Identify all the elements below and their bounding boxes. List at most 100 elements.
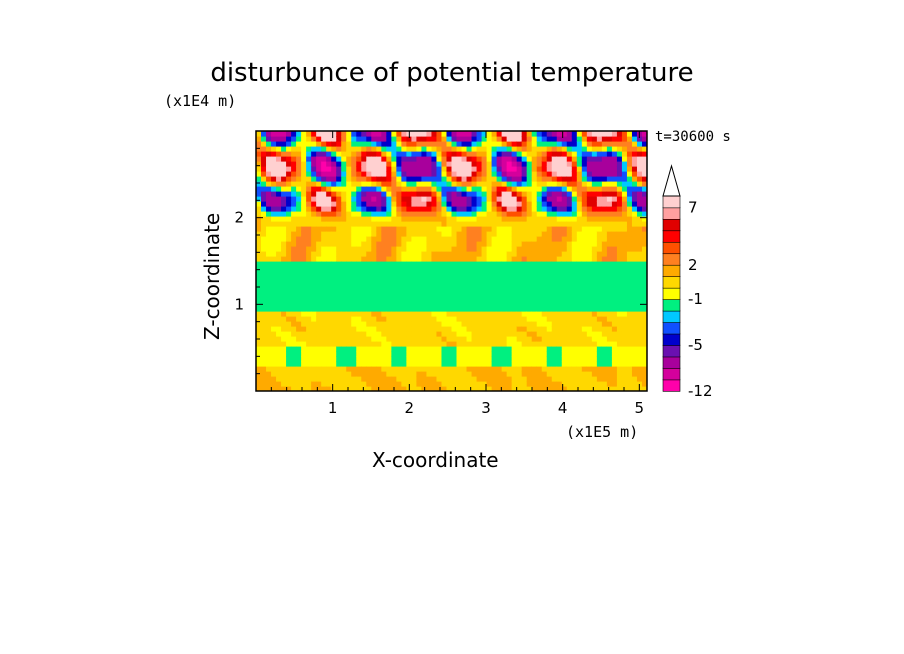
contour-cell <box>336 241 342 247</box>
contour-cell <box>631 206 638 212</box>
contour-cell <box>291 271 297 277</box>
contour-cell <box>496 361 503 367</box>
contour-cell <box>476 311 483 317</box>
contour-cell <box>511 166 518 172</box>
contour-cell <box>581 201 588 207</box>
contour-cell <box>636 181 643 187</box>
contour-cell <box>556 286 563 292</box>
contour-cell <box>491 286 498 292</box>
contour-cell <box>436 136 443 142</box>
contour-cell <box>316 221 322 227</box>
contour-cell <box>261 306 267 312</box>
contour-cell <box>316 346 322 352</box>
contour-cell <box>261 196 267 202</box>
contour-cell <box>331 136 337 142</box>
contour-cell <box>451 131 458 137</box>
contour-cell <box>461 216 468 222</box>
contour-cell <box>636 286 643 292</box>
contour-cell <box>476 271 483 277</box>
contour-cell <box>566 241 573 247</box>
contour-cell <box>636 221 643 227</box>
contour-cell <box>396 321 402 327</box>
contour-cell <box>296 236 302 242</box>
contour-cell <box>606 331 613 337</box>
contour-cell <box>636 186 643 192</box>
contour-cell <box>621 246 628 252</box>
contour-cell <box>391 356 397 362</box>
contour-cell <box>271 186 277 192</box>
contour-cell <box>426 321 433 327</box>
contour-cell <box>486 156 493 162</box>
contour-cell <box>466 216 473 222</box>
contour-cell <box>536 386 543 391</box>
contour-cell <box>596 306 603 312</box>
contour-cell <box>481 176 488 182</box>
contour-cell <box>571 366 578 372</box>
contour-cell <box>561 376 568 382</box>
contour-cell <box>301 236 307 242</box>
contour-cell <box>636 331 643 337</box>
contour-cell <box>501 246 508 252</box>
contour-cell <box>496 326 503 332</box>
contour-cell <box>461 226 468 232</box>
contour-cell <box>586 206 593 212</box>
contour-cell <box>321 286 327 292</box>
contour-cell <box>546 226 553 232</box>
contour-cell <box>391 131 397 137</box>
contour-cell <box>406 161 412 167</box>
contour-cell <box>416 216 423 222</box>
contour-cell <box>401 216 407 222</box>
contour-cell <box>461 321 468 327</box>
contour-cell <box>406 286 412 292</box>
contour-cell <box>531 141 538 147</box>
contour-cell <box>511 141 518 147</box>
contour-cell <box>556 346 563 352</box>
contour-cell <box>306 381 312 387</box>
contour-cell <box>546 151 553 157</box>
contour-cell <box>631 156 638 162</box>
contour-cell <box>371 206 377 212</box>
contour-cell <box>576 296 583 302</box>
contour-cell <box>551 271 558 277</box>
contour-cell <box>391 191 397 197</box>
contour-cell <box>396 211 402 217</box>
contour-cell <box>456 311 463 317</box>
contour-cell <box>361 241 367 247</box>
contour-cell <box>506 141 513 147</box>
colorbar-segment <box>662 356 681 369</box>
contour-cell <box>411 241 418 247</box>
contour-cell <box>496 206 503 212</box>
contour-cell <box>551 326 558 332</box>
contour-cell <box>496 226 503 232</box>
contour-cell <box>351 176 357 182</box>
contour-cell <box>536 246 543 252</box>
contour-cell <box>486 181 493 187</box>
contour-cell <box>351 251 357 257</box>
contour-cell <box>511 361 518 367</box>
contour-cell <box>276 256 282 262</box>
contour-cell <box>616 131 623 137</box>
contour-cell <box>496 316 503 322</box>
contour-cell <box>451 321 458 327</box>
contour-cell <box>471 336 478 342</box>
contour-cell <box>476 156 483 162</box>
contour-cell <box>576 226 583 232</box>
contour-cell <box>496 291 503 297</box>
contour-cell <box>436 346 443 352</box>
contour-cell <box>356 176 362 182</box>
contour-cell <box>576 366 583 372</box>
contour-cell <box>451 236 458 242</box>
contour-cell <box>436 331 443 337</box>
contour-cell <box>456 246 463 252</box>
contour-cell <box>516 166 523 172</box>
contour-cell <box>281 316 287 322</box>
contour-cell <box>536 161 543 167</box>
contour-cell <box>531 341 538 347</box>
contour-cell <box>576 381 583 387</box>
contour-cell <box>301 206 307 212</box>
contour-cell <box>401 226 407 232</box>
contour-cell <box>561 236 568 242</box>
contour-cell <box>276 301 282 307</box>
contour-cell <box>291 256 297 262</box>
contour-cell <box>556 146 563 152</box>
